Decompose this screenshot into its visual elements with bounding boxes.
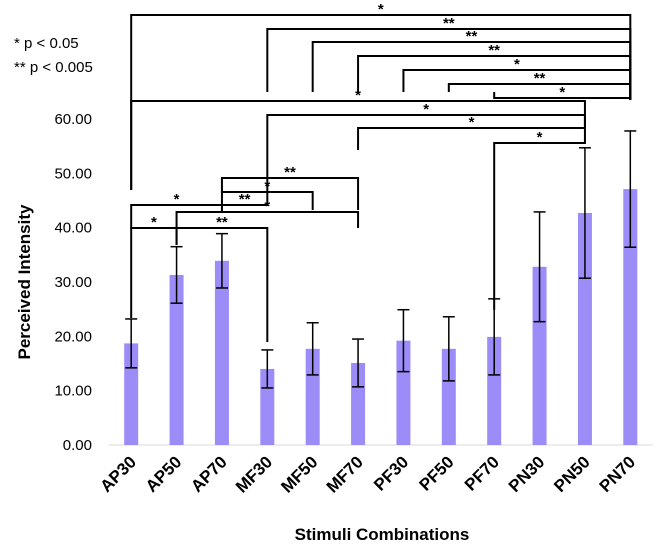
error-bar <box>170 245 183 304</box>
bar <box>441 348 456 445</box>
x-tick-label: MF70 <box>323 452 367 496</box>
significance-bracket <box>175 227 269 342</box>
y-tick-label: 60.00 <box>54 111 92 128</box>
significance-bracket <box>266 114 586 190</box>
error-bar <box>215 232 228 289</box>
error-bar <box>442 316 455 382</box>
y-tick-label: 0.00 <box>63 437 92 454</box>
x-tick-label: MF50 <box>277 452 321 496</box>
significance-label: ** <box>443 15 455 32</box>
significance-label: * <box>537 129 543 146</box>
error-bar <box>578 147 591 279</box>
bar <box>532 266 547 445</box>
significance-label: ** <box>284 164 296 181</box>
significance-label: ** <box>534 70 546 87</box>
significance-bracket <box>130 204 223 228</box>
error-bar <box>125 318 138 369</box>
bar <box>623 189 638 445</box>
significance-label: ** <box>239 191 251 208</box>
significance-bracket <box>447 83 632 100</box>
significance-bracket <box>130 100 586 190</box>
x-tick-label: PN30 <box>505 452 549 496</box>
bar <box>577 212 592 445</box>
x-tick-label: PF50 <box>415 452 457 494</box>
error-bar <box>624 130 637 248</box>
significance-label: * <box>174 191 180 208</box>
x-tick-label: AP30 <box>97 452 141 496</box>
note: ** p < 0.005 <box>14 59 93 76</box>
note: * p < 0.05 <box>14 35 79 52</box>
y-tick-label: 30.00 <box>54 274 92 291</box>
x-tick-label: MF30 <box>232 452 276 496</box>
y-tick-label: 20.00 <box>54 328 92 345</box>
x-tick-label: PF30 <box>370 452 412 494</box>
significance-label: * <box>378 1 384 18</box>
bar <box>305 348 320 445</box>
significance-label: * <box>264 198 270 215</box>
error-bar <box>352 338 365 388</box>
significance-bracket <box>220 177 360 210</box>
significance-label: ** <box>488 42 500 59</box>
bar <box>351 362 366 445</box>
bar <box>169 274 184 445</box>
significance-label: * <box>514 56 520 73</box>
significance-bracket <box>493 125 586 310</box>
error-bar <box>261 349 274 389</box>
significance-label: * <box>469 114 475 131</box>
significance-label: * <box>355 87 361 104</box>
significance-label: * <box>559 84 565 101</box>
significance-bracket <box>175 211 360 228</box>
bar <box>214 260 229 445</box>
significance-label: * <box>264 178 270 195</box>
error-bar <box>533 211 546 323</box>
significance-label: ** <box>466 28 478 45</box>
x-axis-title: Stimuli Combinations <box>295 525 470 544</box>
y-tick-label: 10.00 <box>54 383 92 400</box>
significance-bracket <box>493 92 632 100</box>
x-tick-label: PN70 <box>596 452 640 496</box>
x-tick-label: AP50 <box>142 452 186 496</box>
y-tick-label: 40.00 <box>54 220 92 237</box>
x-tick-label: PF70 <box>461 452 503 494</box>
error-bar <box>397 308 410 373</box>
x-tick-label: PN50 <box>550 452 594 496</box>
significance-label: ** <box>216 214 228 231</box>
significance-label: * <box>423 101 429 118</box>
bar <box>124 343 139 445</box>
error-bar <box>306 322 319 376</box>
bar <box>487 336 502 445</box>
bar <box>396 340 411 445</box>
y-tick-label: 50.00 <box>54 165 92 182</box>
significance-label: * <box>151 214 157 231</box>
significance-bracket <box>220 190 269 206</box>
y-axis-title: Perceived Intensity <box>15 204 34 360</box>
x-tick-label: AP70 <box>187 452 231 496</box>
